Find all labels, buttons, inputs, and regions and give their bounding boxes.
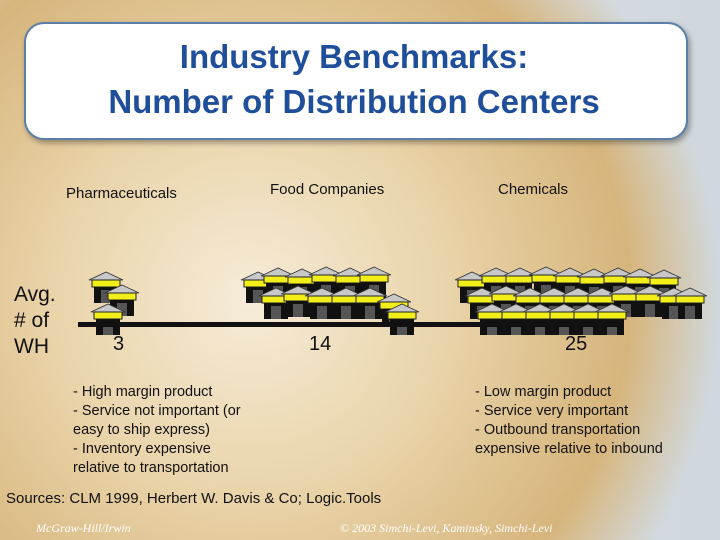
y-axis-label-text: Avg. # of WH [14,283,56,358]
title-box [24,22,688,140]
sources-text: Sources: CLM 1999, Herbert W. Davis & Co… [6,490,382,507]
value-chemicals: 25 [565,333,588,355]
notes-right: - Low margin product - Service very impo… [475,384,663,457]
value-food-companies: 14 [309,333,332,355]
category-pharmaceuticals: Pharmaceuticals [66,185,177,202]
value-pharmaceuticals: 3 [113,333,125,355]
footer-copyright: © 2003 Simchi-Levi, Kaminsky, Simchi-Lev… [340,521,553,535]
title-line-1: Industry Benchmarks: [179,38,529,75]
title-line-2: Number of Distribution Centers [108,83,600,120]
slide-title: Industry Benchmarks: Number of Distribut… [24,34,684,124]
y-axis-label: Avg. # of WH [14,282,56,360]
category-chemicals: Chemicals [498,181,569,198]
axis-line [78,322,624,327]
notes-left: - High margin product - Service not impo… [73,384,241,476]
footer-publisher: McGraw-Hill/Irwin [36,521,131,535]
category-food-companies: Food Companies [270,181,385,198]
